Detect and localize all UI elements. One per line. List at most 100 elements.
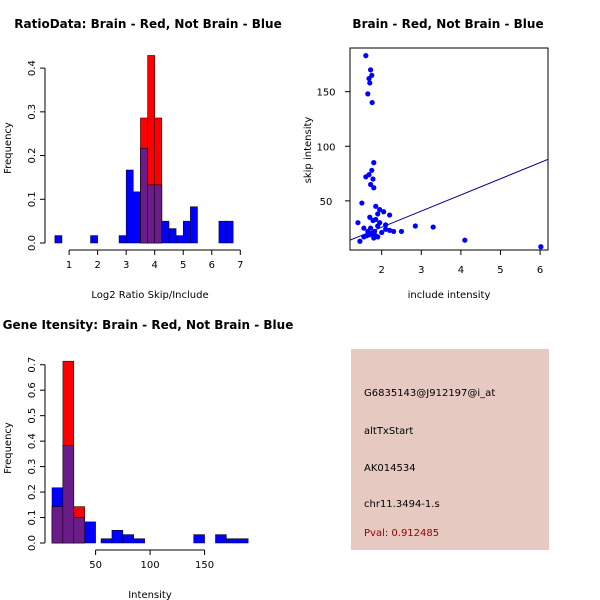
intensity-y-tick-label: 0.7: [27, 357, 38, 373]
scatter-point: [357, 238, 363, 244]
ratio-bar-not-brain: [118, 235, 127, 244]
ratio-bar-not-brain: [125, 169, 134, 244]
scatter-point: [367, 67, 374, 73]
ratio-bar-not-brain: [190, 206, 198, 244]
scatter-x-tick-label: 4: [458, 265, 464, 276]
info-accession: AK014534: [364, 463, 416, 474]
ratio-bar-overlap: [147, 184, 155, 244]
scatter-point: [369, 99, 375, 106]
scatter-point: [373, 203, 379, 209]
scatter-x-tick-label: 3: [418, 265, 424, 276]
scatter-point: [462, 237, 468, 243]
ratio-x-tick-label: 5: [180, 260, 186, 271]
intensity-x-tick-label: 50: [89, 560, 102, 571]
intensity-bar-overlap: [51, 506, 64, 544]
ratio-bar-overlap: [140, 147, 148, 244]
info-event-type: altTxStart: [364, 426, 413, 437]
intensity-bar-not-brain: [226, 538, 238, 544]
scatter-y-tick-label: 150: [316, 88, 335, 99]
scatter-point: [371, 160, 377, 166]
ratio-x-tick-label: 6: [209, 260, 215, 271]
scatter-point: [361, 234, 367, 240]
scatter-point: [398, 228, 405, 235]
ratio-bar-not-brain: [90, 235, 98, 244]
scatter-point: [387, 227, 393, 233]
scatter-chart-title: Brain - Red, Not Brain - Blue: [352, 17, 543, 31]
intensity-chart-title: Gene Itensity: Brain - Red, Not Brain - …: [3, 318, 294, 332]
ratio-y-tick-label: 0.0: [27, 235, 38, 251]
intensity-x-label: Intensity: [128, 590, 172, 600]
intensity-bar-overlap: [62, 445, 75, 544]
scatter-point: [367, 214, 373, 220]
scatter-point: [355, 220, 361, 226]
scatter-x-label: include intensity: [408, 290, 491, 301]
scatter-point: [370, 176, 376, 182]
scatter-point: [387, 212, 393, 218]
scatter-point: [383, 226, 389, 232]
ratio-bar-overlap: [154, 184, 163, 244]
scatter-plot-box: [349, 47, 549, 251]
intensity-y-tick-label: 0.0: [27, 535, 38, 551]
intensity-bar-not-brain: [100, 538, 113, 544]
ratio-y-label: Frequency: [3, 122, 14, 174]
ratio-histogram: 1 2 3 4 5 6 7 0.0 0.1 0.2 0.3 0.4: [27, 55, 243, 271]
scatter-fit-line: [350, 158, 548, 241]
ratio-x-tick-label: 4: [152, 260, 158, 271]
scatter-point: [369, 167, 375, 173]
scatter-y-label: skip intensity: [303, 117, 314, 184]
intensity-y-tick-label: 0.4: [27, 433, 38, 449]
scatter-point: [366, 75, 372, 82]
scatter-y-tick-label: 100: [316, 142, 335, 153]
ratio-y-tick-label: 0.2: [27, 148, 38, 164]
info-location: chr11.3494-1.s: [364, 499, 440, 510]
ratio-chart-title: RatioData: Brain - Red, Not Brain - Blue: [14, 17, 281, 31]
scatter-point: [363, 174, 369, 180]
ratio-x-tick-label: 3: [123, 260, 129, 271]
ratio-y-tick-label: 0.4: [27, 60, 38, 76]
scatter-point: [379, 229, 385, 236]
intensity-bar-not-brain: [193, 534, 205, 544]
scatter-point: [430, 224, 436, 230]
scatter-x-tick-label: 2: [378, 265, 384, 276]
scatter-point: [377, 207, 383, 213]
intensity-bar-not-brain: [84, 521, 96, 544]
ratio-bar-not-brain: [161, 220, 170, 244]
scatter-point: [370, 217, 376, 224]
scatter-point: [538, 244, 544, 250]
ratio-bar-not-brain: [133, 191, 141, 244]
intensity-y-tick-label: 0.3: [27, 459, 38, 475]
intensity-histogram: 50 100 150 0.0 0.1 0.2 0.3 0.4 0.5 0.6 0.7: [27, 357, 249, 571]
ratio-x-tick-label: 7: [237, 260, 243, 271]
ratio-bar-not-brain: [225, 220, 234, 244]
ratio-x-tick-label: 2: [94, 260, 100, 271]
ratio-bar-not-brain: [175, 235, 184, 244]
intensity-y-tick-label: 0.1: [27, 510, 38, 526]
scatter-point: [363, 53, 369, 59]
intensity-bar-not-brain: [215, 534, 227, 544]
scatter-point: [367, 181, 374, 188]
ratio-bar-not-brain: [218, 220, 227, 244]
intensity-y-tick-label: 0.2: [27, 484, 38, 500]
scatter-point: [371, 235, 377, 241]
ratio-y-tick-label: 0.1: [27, 191, 38, 207]
intensity-y-label: Frequency: [3, 422, 14, 474]
scatter-point: [375, 234, 381, 240]
scatter-point: [361, 225, 367, 231]
ratio-bar-not-brain: [54, 235, 63, 244]
intensity-bar-not-brain: [122, 534, 134, 544]
intensity-bar-not-brain: [237, 538, 249, 544]
intensity-y-tick-label: 0.5: [27, 408, 38, 424]
scatter-point: [371, 185, 377, 191]
scatter-y-tick-label: 50: [320, 197, 333, 208]
info-pval: Pval: 0.912485: [364, 528, 439, 539]
scatter-point: [375, 211, 381, 217]
scatter-point: [359, 200, 365, 206]
ratio-y-tick-label: 0.3: [27, 104, 38, 120]
info-probe-id: G6835143@J912197@i_at: [364, 388, 495, 399]
intensity-bar-not-brain: [133, 538, 145, 544]
info-panel: [351, 349, 549, 550]
scatter-point: [383, 222, 389, 228]
scatter-x-tick-label: 5: [497, 265, 503, 276]
scatter-point: [367, 80, 373, 86]
